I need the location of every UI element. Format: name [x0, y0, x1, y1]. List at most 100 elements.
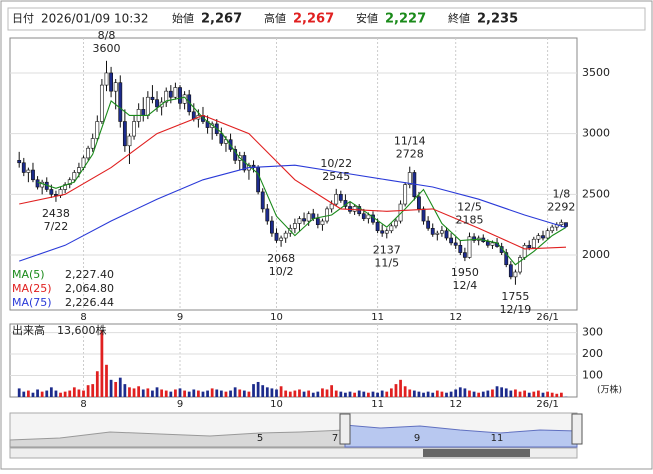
volume-bar [344, 393, 347, 397]
annotation-date: 12/4 [453, 279, 478, 292]
candle-body [491, 243, 494, 245]
candle-body [551, 227, 554, 231]
candle-body [31, 170, 34, 180]
volume-bar [284, 391, 287, 397]
volume-bar [427, 392, 430, 397]
x-tick-label: 10 [270, 399, 283, 410]
volume-bar [441, 392, 444, 397]
x-tick-label: 11 [371, 312, 384, 323]
high-label: 高値 [264, 11, 286, 25]
volume-bar [280, 386, 283, 397]
volume-bar [238, 389, 241, 397]
candle-body [330, 204, 333, 209]
x-tick-label: 26/1 [536, 399, 558, 410]
y-tick-label: 3000 [582, 127, 610, 140]
candle-body [266, 209, 269, 221]
legend-value: 2,227.40 [65, 268, 114, 281]
volume-bar [137, 386, 140, 397]
volume-bar [114, 382, 117, 397]
annotation-date: 10/22 [320, 157, 352, 170]
volume-bar [248, 392, 251, 397]
candle-body [440, 231, 443, 233]
candle-body [376, 222, 379, 230]
volume-bar [418, 392, 421, 397]
low-label: 安値 [356, 11, 378, 25]
volume-bar [358, 391, 361, 397]
candle-body [381, 231, 384, 233]
volume-bar [128, 387, 131, 397]
volume-bar [395, 384, 398, 397]
volume-bar [123, 384, 126, 397]
open-label: 始値 [172, 11, 194, 25]
volume-bar [473, 392, 476, 397]
volume-bar [514, 389, 517, 397]
volume-bar [367, 393, 370, 397]
x-tick-label: 8 [80, 312, 86, 323]
navigator-handle-left[interactable] [340, 414, 350, 444]
candle-body [541, 236, 544, 238]
volume-bar [496, 386, 499, 397]
navigator-label: 11 [491, 433, 504, 444]
candle-body [431, 228, 434, 234]
volume-bar [399, 380, 402, 397]
candle-body [169, 91, 172, 97]
candle-body [417, 197, 420, 209]
volume-bar [477, 393, 480, 397]
x-tick-label: 11 [371, 399, 384, 410]
volume-bar [73, 387, 76, 397]
candle-body [100, 85, 103, 121]
candle-body [486, 242, 489, 246]
candle-body [128, 136, 131, 146]
scrollbar-thumb[interactable] [423, 449, 530, 457]
candle-body [261, 192, 264, 209]
candle-body [151, 97, 154, 99]
close-label: 終値 [448, 11, 470, 25]
volume-bar [298, 389, 301, 397]
volume-bar [82, 391, 85, 397]
volume-bar [142, 389, 145, 397]
volume-bar [294, 391, 297, 397]
volume-bar [206, 391, 209, 397]
navigator-label: 9 [414, 433, 420, 444]
volume-bar [362, 392, 365, 397]
volume-bar [468, 391, 471, 397]
volume-bar [27, 391, 30, 397]
volume-bar [436, 391, 439, 397]
volume-bar [64, 392, 67, 397]
candle-body [298, 219, 301, 224]
volume-bar [376, 393, 379, 397]
navigator-label: 7 [332, 433, 338, 444]
annotation-date: 10/2 [269, 265, 294, 278]
low-value: 2,227 [385, 12, 426, 27]
candle-body [284, 233, 287, 238]
y-tick-label: 3500 [582, 66, 610, 79]
y-tick-label: 2500 [582, 187, 610, 200]
volume-bar [188, 392, 191, 397]
volume-bar [326, 389, 329, 397]
candle-body [523, 245, 526, 257]
candle-body [532, 239, 535, 247]
volume-bar [261, 385, 264, 397]
volume-bar [519, 392, 522, 397]
candle-body [114, 83, 117, 91]
candle-body [77, 168, 80, 173]
volume-bar [252, 384, 255, 397]
candle-body [449, 238, 452, 243]
volume-bar [50, 387, 53, 397]
volume-bar [555, 394, 558, 397]
annotation-price: 2292 [547, 201, 575, 214]
navigator-handle-right[interactable] [572, 414, 582, 444]
candle-body [564, 223, 567, 227]
volume-latest: 13,600株 [57, 323, 107, 337]
volume-bar [431, 393, 434, 397]
volume-bar [390, 388, 393, 397]
volume-bar [450, 392, 453, 397]
volume-bar [192, 389, 195, 397]
volume-bar [215, 389, 218, 397]
volume-bar [151, 391, 154, 397]
volume-bar [454, 389, 457, 397]
candle-body [427, 221, 430, 228]
annotation-date: 11/14 [394, 135, 426, 148]
volume-bar [353, 393, 356, 397]
volume-bar [275, 389, 278, 397]
